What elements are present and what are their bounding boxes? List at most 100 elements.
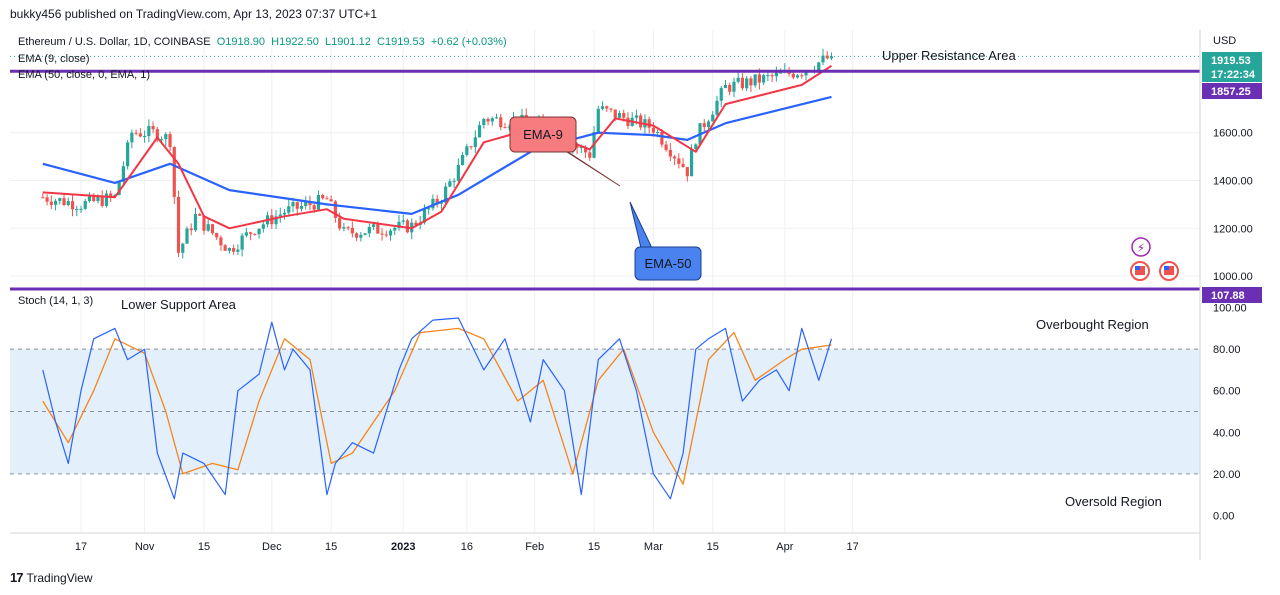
candle-body xyxy=(219,237,223,246)
x-axis-label: Dec xyxy=(262,541,282,553)
footer-brand: TradingView xyxy=(26,570,93,585)
candle-body xyxy=(172,146,176,197)
candle-body xyxy=(159,139,164,141)
candle-body xyxy=(473,137,477,148)
candle-body xyxy=(147,126,151,137)
candle-body xyxy=(257,228,261,235)
candle-body xyxy=(53,200,58,205)
ema9-legend[interactable]: EMA (9, close) xyxy=(18,53,90,65)
candle-body xyxy=(461,154,465,165)
stoch-legend[interactable]: Stoch (14, 1, 3) xyxy=(18,295,94,307)
candle-body xyxy=(626,117,630,127)
candle-body xyxy=(138,133,142,137)
candle-body xyxy=(600,106,605,109)
candle-body xyxy=(753,74,757,86)
candle-body xyxy=(198,214,202,216)
axes: 1000.00 1200.00 1400.00 1600.00 USD 0.00 20.00… xyxy=(10,30,1262,560)
candle-body xyxy=(660,132,664,145)
ohlc-change: +0.62 (+0.03%) xyxy=(430,36,507,48)
last-price-badge-text: 1919.53 xyxy=(1211,55,1251,67)
candle-body xyxy=(350,227,354,234)
symbol-title: Ethereum / U.S. Dollar, 1D, COINBASE xyxy=(18,36,211,48)
candle-body xyxy=(134,132,138,134)
ohlc-high: H1922.50 xyxy=(271,36,319,48)
candle-body xyxy=(227,248,231,251)
candle-body xyxy=(236,249,240,252)
candle-body xyxy=(779,72,783,74)
candle-body xyxy=(58,198,62,201)
candle-body xyxy=(575,145,579,148)
candle-body xyxy=(728,84,732,92)
candle-body xyxy=(299,205,304,209)
ema50-callout-box xyxy=(634,246,702,281)
candle-body xyxy=(41,197,45,199)
candle-body xyxy=(482,118,486,126)
overbought-label: Overbought Region xyxy=(1036,317,1149,332)
stoch-tick-label: 40.00 xyxy=(1213,427,1241,439)
candle-body xyxy=(380,233,384,235)
resistance-badge-bg xyxy=(1202,83,1262,99)
candle-body xyxy=(795,75,800,78)
candle-body xyxy=(249,232,253,234)
x-axis-label: 15 xyxy=(198,541,210,553)
candle-body xyxy=(694,144,698,149)
x-axis-label: 15 xyxy=(325,541,337,553)
candle-body xyxy=(456,164,460,181)
candle-body xyxy=(791,73,795,78)
candle-body xyxy=(261,224,265,229)
us-flag-canton-icon xyxy=(1164,266,1169,270)
candle-body xyxy=(503,127,507,129)
lower-support-label: Lower Support Area xyxy=(121,297,237,312)
stoch-tick-label: 60.00 xyxy=(1213,386,1241,398)
candle-body xyxy=(338,217,342,229)
candle-body xyxy=(452,180,456,182)
candle-body xyxy=(702,123,706,128)
stoch-tick-label: 100.00 xyxy=(1213,303,1247,315)
candle-body xyxy=(507,126,511,128)
candle-body xyxy=(431,198,435,209)
candle-body xyxy=(79,208,83,210)
ema50-legend[interactable]: EMA (50, close, 0, EMA, 1) xyxy=(18,69,151,81)
candle-body xyxy=(312,205,316,210)
candle-body xyxy=(393,227,397,231)
us-flag-stripes-icon xyxy=(1164,266,1174,275)
ema9-callout-text: EMA-9 xyxy=(523,127,563,142)
candle-body xyxy=(757,74,761,83)
candle-body xyxy=(223,245,227,251)
candle-body xyxy=(143,136,147,138)
price-tick-label: 1000.00 xyxy=(1213,271,1253,283)
candle-body xyxy=(130,132,134,143)
candle-body xyxy=(151,126,155,130)
candle-body xyxy=(740,77,745,89)
ema9-callout-box xyxy=(509,116,577,153)
candle-body xyxy=(291,202,295,207)
candle-body xyxy=(494,117,499,119)
candle-body xyxy=(477,125,482,138)
candle-body xyxy=(359,234,363,238)
stoch-tick-label: 80.00 xyxy=(1213,344,1241,356)
candle-body xyxy=(715,100,719,115)
candle-body xyxy=(121,166,125,182)
candle-body xyxy=(685,167,689,177)
candle-body xyxy=(414,222,418,226)
stoch-lines xyxy=(42,317,833,500)
price-tick-label: 1200.00 xyxy=(1213,223,1253,235)
candle-body xyxy=(193,214,198,231)
upper-resistance-label: Upper Resistance Area xyxy=(882,48,1016,63)
x-axis-label: 15 xyxy=(707,541,719,553)
candle-body xyxy=(762,75,766,83)
candle-body xyxy=(825,55,829,59)
candle-body xyxy=(486,118,490,122)
x-axis-label: Mar xyxy=(644,541,663,553)
us-flag-canton-icon xyxy=(1135,266,1140,270)
candle-body xyxy=(804,70,808,76)
x-axis-label: Apr xyxy=(776,541,793,553)
candle-body xyxy=(321,194,325,199)
candle-body xyxy=(49,201,53,205)
candle-body xyxy=(164,134,168,140)
candle-body xyxy=(770,75,774,77)
x-axis-label: 15 xyxy=(588,541,600,553)
currency-label: USD xyxy=(1213,35,1236,47)
candle-body xyxy=(435,198,439,204)
